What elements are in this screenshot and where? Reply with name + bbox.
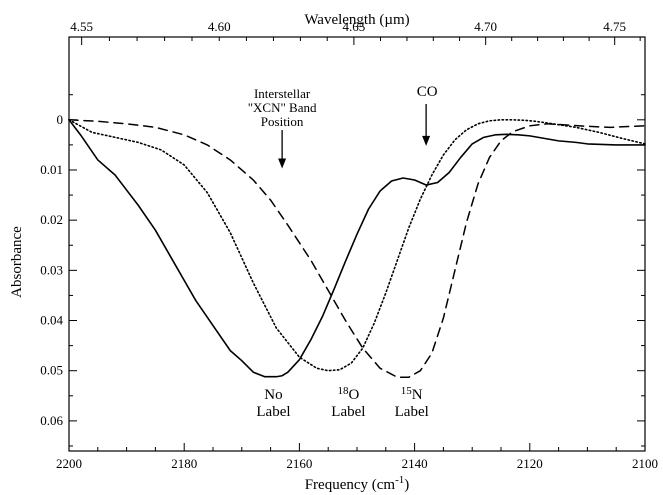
n15-label-annotation: 15N [401, 385, 423, 403]
top-tick-label: 4.70 [474, 19, 497, 34]
co-arrow-head [422, 135, 431, 146]
y-tick-label: 0.06 [40, 413, 63, 428]
o18-label-annotation: 18O [337, 385, 359, 403]
y-tick-label: 0 [57, 112, 64, 127]
series-line-dotted [68, 119, 646, 372]
top-axis-title: Wavelength (µm) [304, 12, 409, 28]
y-tick-label: 0.02 [40, 212, 63, 227]
x-axis-ticks: 2200 2180 2160 2140 2120 2100 [56, 443, 658, 471]
no-label-annotation: Label [256, 404, 290, 420]
y-tick-label: 0.05 [40, 363, 63, 378]
x-tick-label: 2120 [517, 456, 543, 471]
top-axis-ticks: 4.55 4.60 4.65 4.70 4.75 [70, 19, 641, 45]
y-tick-label: 0.03 [40, 262, 63, 277]
xcn-annotation-line: Interstellar [254, 86, 311, 101]
y-axis-title: Absorbance [9, 226, 25, 298]
x-tick-label: 2160 [286, 456, 312, 471]
top-tick-label: 4.60 [208, 19, 231, 34]
annotation-group: Interstellar"XCN" BandPositionCONoLabel1… [248, 84, 438, 420]
y-axis-ticks: 0 0.01 0.02 0.03 0.04 0.05 0.06 [40, 94, 645, 447]
xcn-annotation-line: "XCN" Band [248, 100, 317, 115]
series-group [68, 119, 646, 378]
x-tick-label: 2200 [56, 456, 82, 471]
y-tick-label: 0.01 [40, 162, 63, 177]
x-tick-label: 2180 [171, 456, 197, 471]
series-line-solid [68, 119, 646, 378]
o18-label-annotation-line2: Label [331, 404, 365, 420]
x-tick-label: 2100 [632, 456, 658, 471]
top-tick-label: 4.55 [70, 19, 93, 34]
y-tick-label: 0.04 [40, 313, 63, 328]
no-label-annotation: No [264, 387, 282, 403]
xcn-annotation-line: Position [261, 114, 304, 129]
top-tick-label: 4.65 [343, 19, 366, 34]
n15-label-annotation-line2: Label [395, 404, 429, 420]
top-tick-label: 4.75 [603, 19, 626, 34]
xcn-arrow-head [278, 158, 287, 169]
co-annotation: CO [417, 84, 438, 100]
x-tick-label: 2140 [402, 456, 428, 471]
series-line-dashed [68, 119, 646, 378]
x-axis-title: Frequency (cm-1) [305, 474, 410, 493]
